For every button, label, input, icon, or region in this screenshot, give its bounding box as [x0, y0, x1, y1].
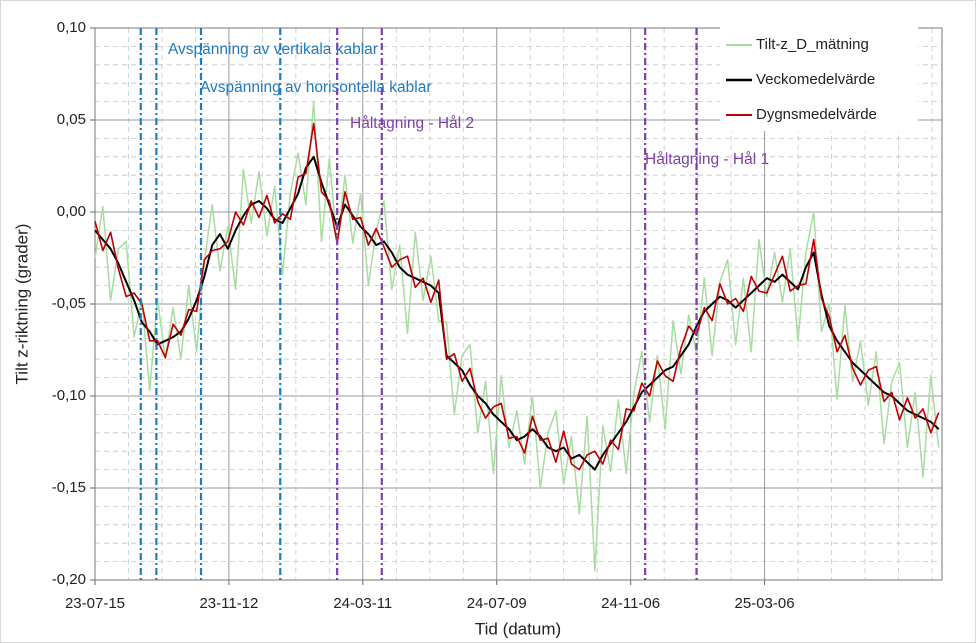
- legend-box: [720, 25, 918, 131]
- legend-label: Dygnsmedelvärde: [756, 106, 877, 123]
- x-tick-label: 24-07-09: [467, 595, 527, 612]
- legend-label: Tilt-z_D_mätning: [756, 36, 869, 53]
- x-tick-label: 23-07-15: [65, 595, 125, 612]
- x-tick-label: 23-11-12: [199, 595, 258, 612]
- series-line: [94, 155, 940, 471]
- series-line: [94, 100, 940, 572]
- x-tick-label: 25-03-06: [735, 595, 795, 612]
- y-tick-label: -0,20: [52, 571, 86, 588]
- y-tick-label: 0,05: [57, 111, 86, 128]
- y-tick-label: -0,05: [52, 295, 86, 312]
- x-tick-label: 24-03-11: [333, 595, 392, 612]
- legend-label: Veckomedelvärde: [756, 71, 875, 88]
- annotation: Avspänning av horisontella kablar: [200, 79, 432, 96]
- plot-border: [94, 27, 943, 581]
- annotation: Håltagning - Hål 2: [350, 115, 474, 132]
- series-line: [94, 122, 940, 471]
- y-axis-label: Tilt z-riktning (grader): [12, 224, 31, 385]
- y-tick-label: 0,00: [57, 203, 86, 220]
- x-axis-label: Tid (datum): [475, 619, 561, 638]
- x-tick-label: 24-11-06: [601, 595, 660, 612]
- y-tick-label: -0,15: [52, 479, 86, 496]
- y-tick-label: -0,10: [52, 387, 86, 404]
- annotation: Avspänning av vertikala kablar: [168, 41, 378, 58]
- annotation: Håltagning - Hål 1: [645, 151, 769, 168]
- y-tick-label: 0,10: [57, 19, 86, 36]
